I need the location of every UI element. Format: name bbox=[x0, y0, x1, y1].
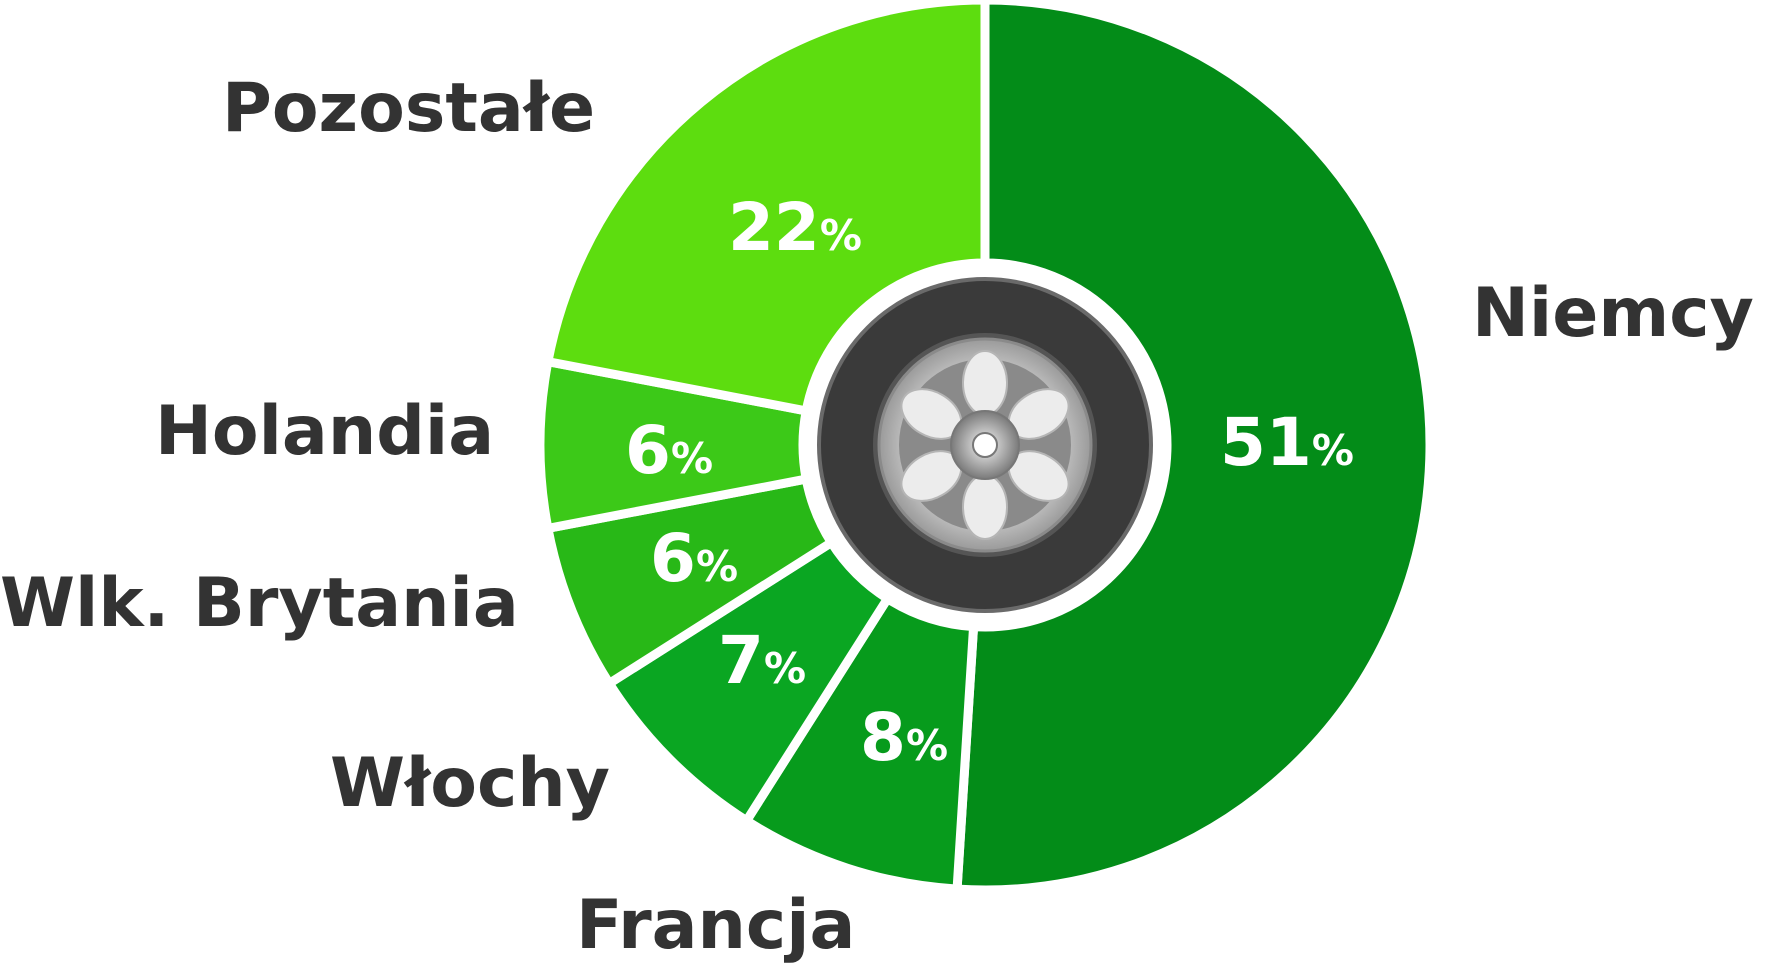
slice-niemcy bbox=[952, 0, 1435, 895]
slice-value-pozostale: 22% bbox=[728, 189, 862, 266]
slice-label-francja: Francja bbox=[576, 886, 856, 965]
slice-label-niemcy: Niemcy bbox=[1472, 274, 1754, 353]
slice-label-wlk-brytania: Wlk. Brytania bbox=[0, 564, 519, 643]
slice-value-niemcy: 51% bbox=[1220, 404, 1354, 481]
slice-label-pozostale: Pozostałe bbox=[222, 69, 596, 148]
slice-label-wlochy: Włochy bbox=[330, 744, 611, 823]
wheel-spoke bbox=[962, 474, 1008, 540]
wheel-spoke bbox=[962, 350, 1008, 416]
slice-pozostałe bbox=[542, 0, 990, 417]
slice-value-wlochy: 7% bbox=[718, 622, 807, 699]
slice-value-wlk-brytania: 6% bbox=[650, 520, 739, 597]
slice-label-holandia: Holandia bbox=[155, 392, 495, 471]
slice-value-francja: 8% bbox=[860, 699, 949, 776]
tire-icon bbox=[805, 265, 1165, 625]
slice-value-holandia: 6% bbox=[625, 412, 714, 489]
slices-group bbox=[535, 0, 1435, 895]
